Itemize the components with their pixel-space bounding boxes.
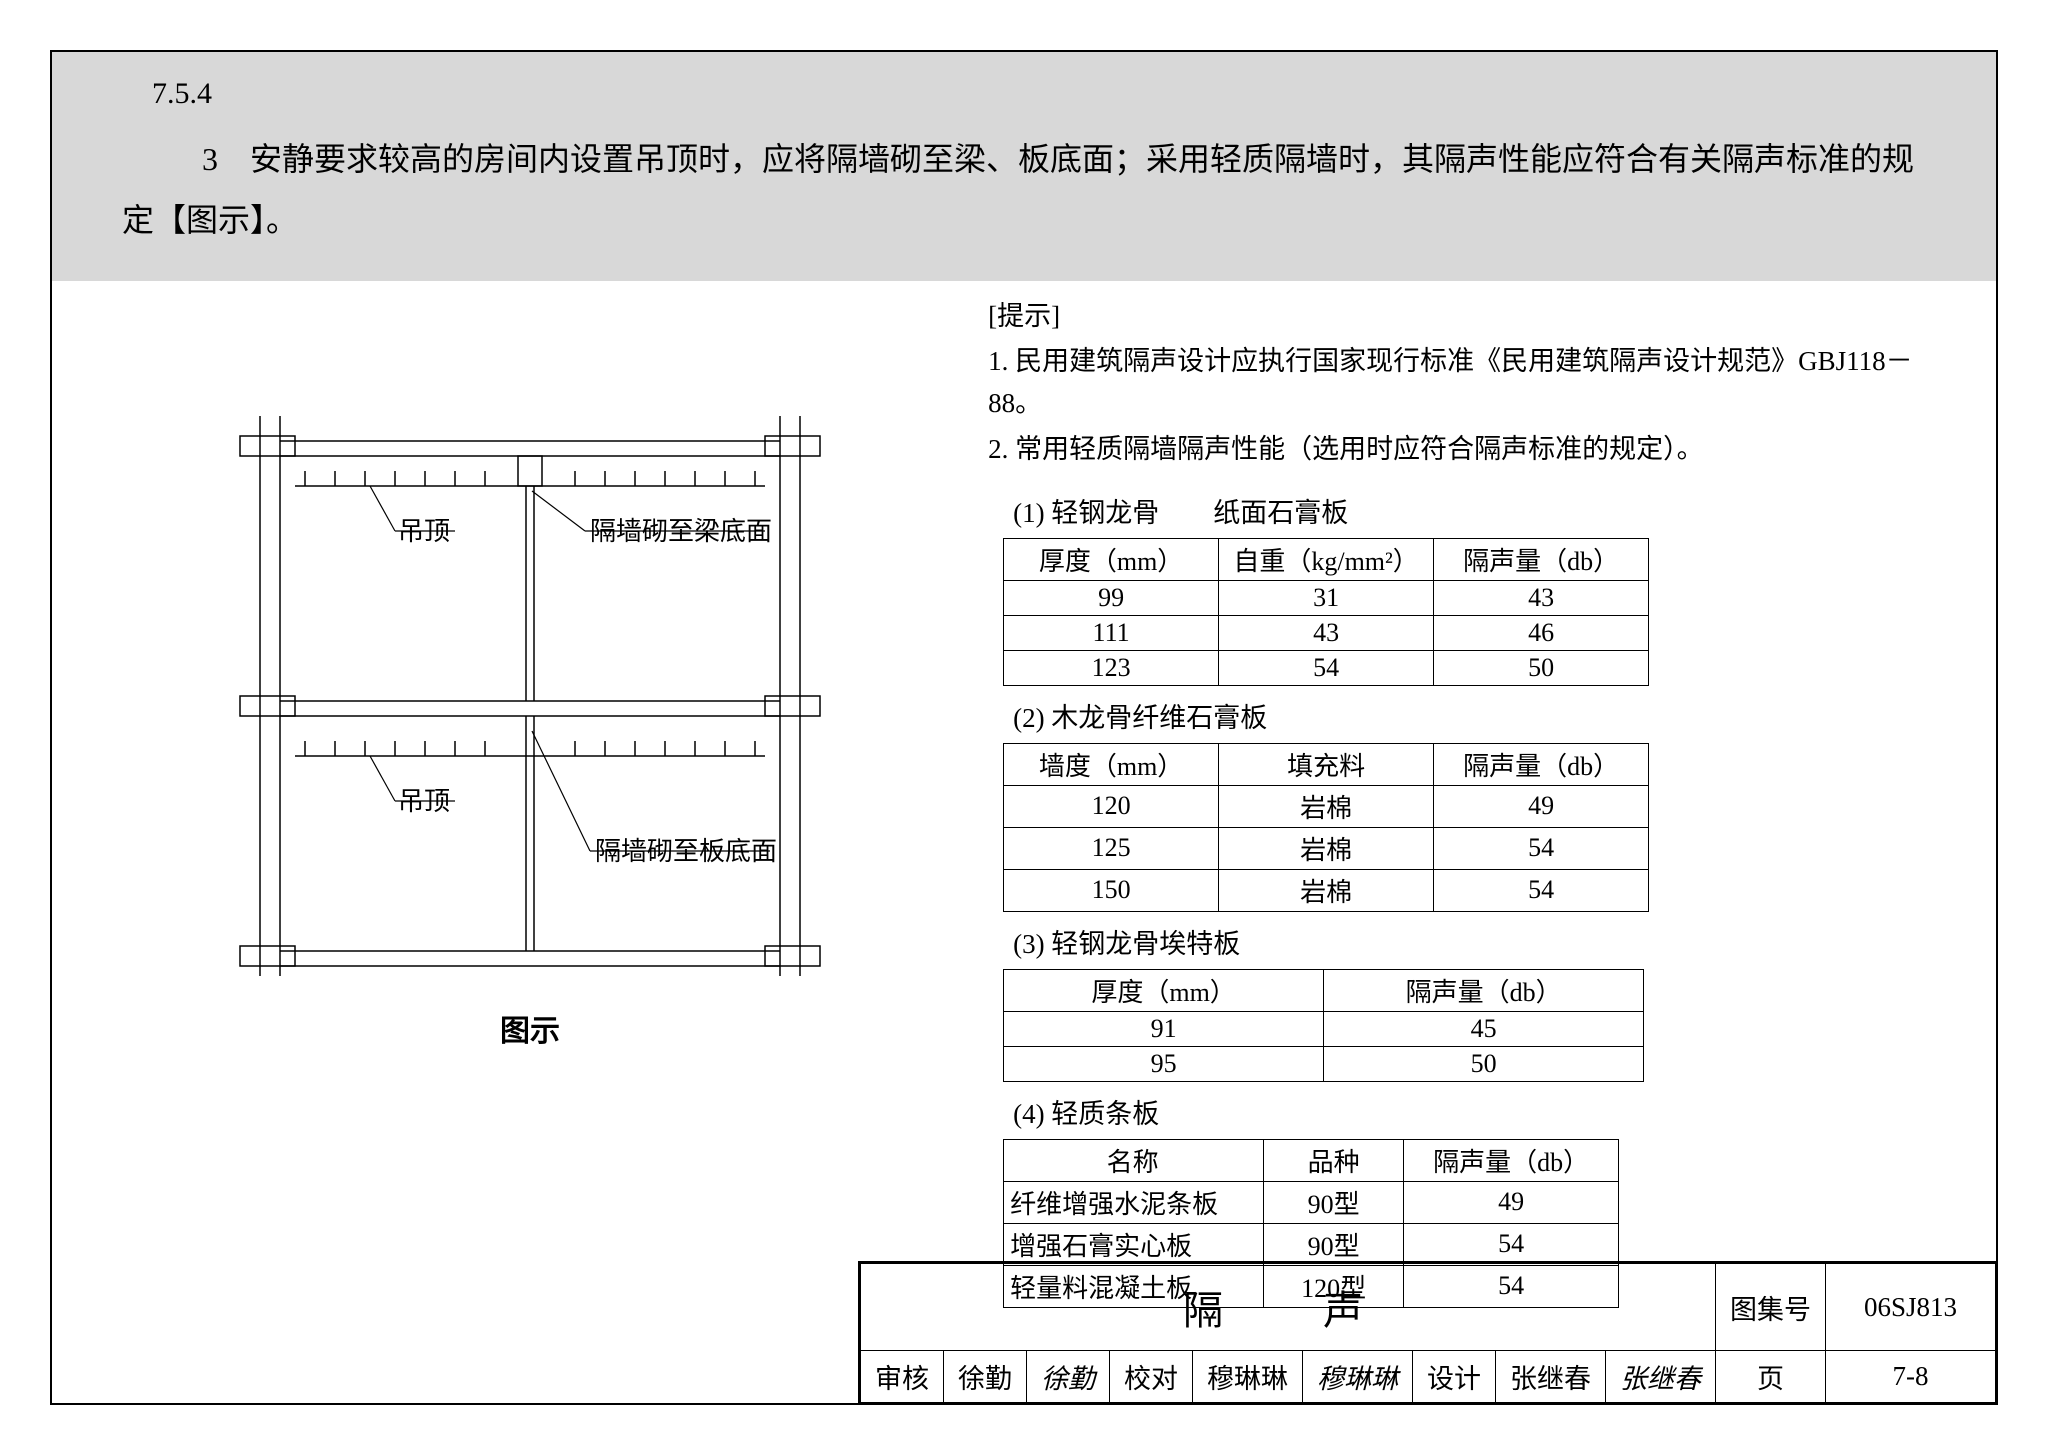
table3-title: (3) 轻钢龙骨埃特板 [1013,922,1956,961]
table-row: 纤维增强水泥条板90型49 [1004,1181,1619,1223]
label-ceiling-1: 吊顶 [398,511,450,548]
section-number: 7.5.4 [152,77,1926,111]
hints-column: [提示] 1. 民用建筑隔声设计应执行国家现行标准《民用建筑隔声设计规范》GBJ… [968,296,1956,1308]
t1-h0: 厚度（mm） [1004,538,1219,580]
item-number: 3 [202,141,218,177]
review-label: 审核 [861,1351,944,1403]
t1-h1: 自重（kg/mm²） [1219,538,1434,580]
table-row: 1235450 [1004,650,1649,685]
page-frame: 7.5.4 3 安静要求较高的房间内设置吊顶时，应将隔墙砌至梁、板底面；采用轻质… [50,50,1998,1405]
label-wall-beam: 隔墙砌至梁底面 [590,511,772,548]
label-wall-slab: 隔墙砌至板底面 [595,831,777,868]
table-3: 厚度（mm）隔声量（db） 9145 9550 [1003,969,1644,1082]
table-row: 增强石膏实心板90型54 [1004,1223,1619,1265]
t1-h2: 隔声量（db） [1434,538,1649,580]
check-label: 校对 [1110,1351,1193,1403]
hint-title: [提示] [988,296,1956,338]
design-label: 设计 [1413,1351,1496,1403]
table-row: 150岩棉54 [1004,869,1649,911]
section-diagram: 吊顶 隔墙砌至梁底面 吊顶 隔墙砌至板底面 [220,416,840,976]
atlas-label: 图集号 [1716,1264,1826,1351]
table-row: 9550 [1004,1046,1644,1081]
check-name: 穆琳琳 [1193,1351,1303,1403]
page-label: 页 [1716,1351,1826,1403]
diagram-column: 吊顶 隔墙砌至梁底面 吊顶 隔墙砌至板底面 图示 [92,296,968,1308]
table-row: 1114346 [1004,615,1649,650]
hint-item-2: 2. 常用轻质隔墙隔声性能（选用时应符合隔声标准的规定）。 [988,429,1956,471]
review-name: 徐勤 [944,1351,1027,1403]
page-value: 7-8 [1826,1351,1996,1403]
table-2: 墙度（mm）填充料隔声量（db） 120岩棉49 125岩棉54 150岩棉54 [1003,743,1649,912]
diagram-wrap: 吊顶 隔墙砌至梁底面 吊顶 隔墙砌至板底面 图示 [220,416,840,1050]
table-row: 9145 [1004,1011,1644,1046]
label-ceiling-2: 吊顶 [398,781,450,818]
table-row: 125岩棉54 [1004,827,1649,869]
title-block: 隔 声 图集号 06SJ813 审核 徐勤 徐勤 校对 穆琳琳 穆琳琳 设计 张… [858,1261,1996,1403]
table-row: 993143 [1004,580,1649,615]
diagram-svg [220,416,840,976]
design-name: 张继春 [1496,1351,1606,1403]
drawing-title: 隔 声 [861,1264,1716,1351]
header-text: 3 安静要求较高的房间内设置吊顶时，应将隔墙砌至梁、板底面；采用轻质隔墙时，其隔… [122,129,1926,251]
content-area: 吊顶 隔墙砌至梁底面 吊顶 隔墙砌至板底面 图示 [提示] 1. 民用建筑隔声设… [52,281,1996,1328]
atlas-value: 06SJ813 [1826,1264,1996,1351]
review-signature: 徐勤 [1027,1351,1110,1403]
table-1: 厚度（mm）自重（kg/mm²）隔声量（db） 993143 1114346 1… [1003,538,1649,686]
table1-title: (1) 轻钢龙骨 纸面石膏板 [1013,491,1956,530]
table-row: 120岩棉49 [1004,785,1649,827]
hint-block: [提示] 1. 民用建筑隔声设计应执行国家现行标准《民用建筑隔声设计规范》GBJ… [988,296,1956,471]
diagram-caption: 图示 [220,1006,840,1050]
header-body-text: 安静要求较高的房间内设置吊顶时，应将隔墙砌至梁、板底面；采用轻质隔墙时，其隔声性… [122,141,1914,238]
hint-item-1: 1. 民用建筑隔声设计应执行国家现行标准《民用建筑隔声设计规范》GBJ118－8… [988,341,1956,425]
check-signature: 穆琳琳 [1303,1351,1413,1403]
table2-title: (2) 木龙骨纤维石膏板 [1013,696,1956,735]
table4-title: (4) 轻质条板 [1013,1092,1956,1131]
header-block: 7.5.4 3 安静要求较高的房间内设置吊顶时，应将隔墙砌至梁、板底面；采用轻质… [52,52,1996,281]
design-signature: 张继春 [1606,1351,1716,1403]
